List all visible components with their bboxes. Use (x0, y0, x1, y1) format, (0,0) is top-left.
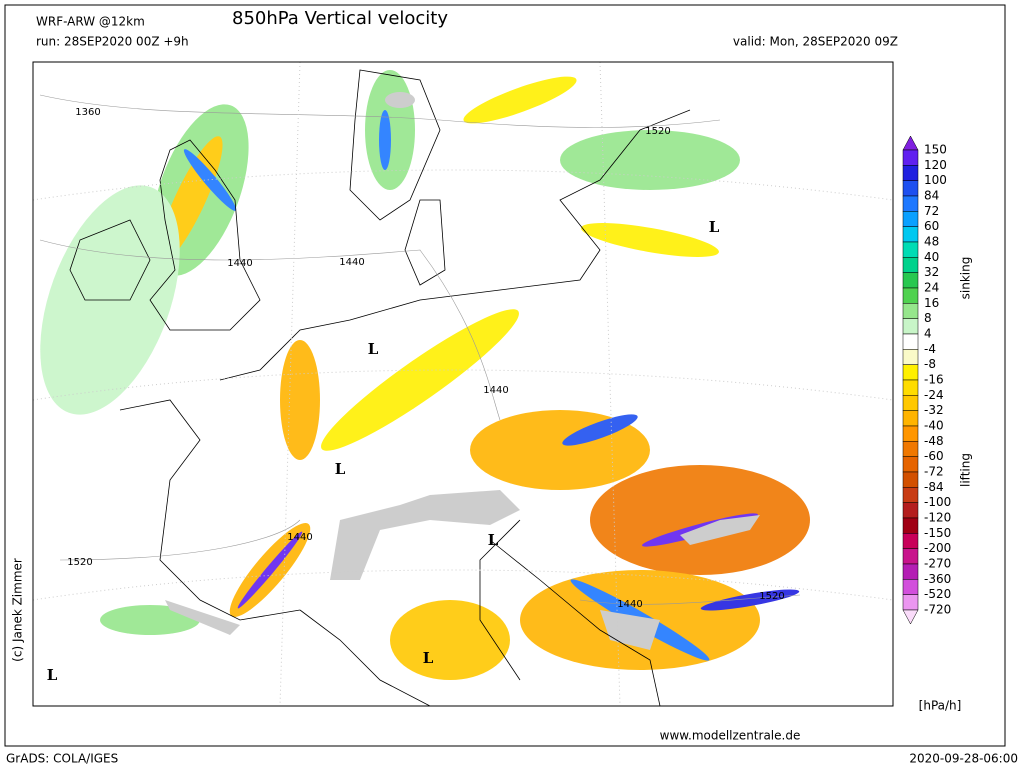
low-marker: L (488, 531, 499, 549)
low-marker: L (368, 340, 379, 358)
colorbar-swatch (902, 579, 919, 595)
copyright: (c) Janek Zimmer (11, 558, 25, 662)
colorbar-label: -100 (924, 495, 951, 509)
colorbar: 150120100847260484032241684-4-8-16-24-32… (902, 135, 951, 625)
colorbar-swatch (902, 287, 919, 304)
contour-label: 1440 (287, 532, 312, 543)
colorbar-label: -60 (924, 449, 944, 463)
colorbar-swatch (902, 487, 919, 503)
timestamp: 2020-09-28-06:00 (909, 752, 1018, 766)
colorbar-label: -520 (924, 587, 951, 601)
colorbar-label: 40 (924, 250, 939, 264)
colorbar-swatch (902, 395, 919, 411)
low-marker: L (47, 666, 58, 684)
colorbar-label: -150 (924, 526, 951, 540)
colorbar-label: 32 (924, 265, 939, 279)
colorbar-swatch (902, 533, 919, 549)
contour-label: 1440 (227, 258, 252, 269)
colorbar-label: 8 (924, 311, 932, 325)
sinking-label: sinking (959, 257, 973, 300)
colorbar-swatch (902, 303, 919, 319)
colorbar-label: -270 (924, 557, 951, 571)
contours (39, 94, 801, 605)
colorbar-swatch (902, 471, 919, 488)
colorbar-swatch (902, 548, 919, 565)
colorbar-label: 4 (924, 327, 932, 341)
colorbar-swatch (902, 456, 919, 473)
colorbar-label: 100 (924, 173, 947, 187)
colorbar-swatch (902, 226, 919, 243)
colorbar-label: -32 (924, 403, 944, 417)
colorbar-swatch (902, 180, 919, 197)
model-label: WRF-ARW @12km (36, 15, 145, 29)
colorbar-label: -360 (924, 572, 951, 586)
colorbar-swatch (902, 425, 919, 442)
contour-label: 1520 (645, 126, 670, 137)
colorbar-label: -720 (924, 603, 951, 617)
field (40, 70, 810, 680)
map-area: 1360 1440 1440 1520 1440 1440 1520 1440 1520 L L L L… (32, 61, 894, 707)
low-marker: L (709, 218, 720, 236)
colorbar-swatch (902, 594, 919, 611)
colorbar-swatch (902, 379, 919, 396)
contour-label: 1440 (617, 599, 642, 610)
map-labels: 1360 1440 1440 1520 1440 1440 1520 1440 1520 L L L L… (47, 107, 785, 684)
colorbar-swatch (902, 563, 919, 580)
colorbar-swatch (902, 441, 919, 457)
colorbar-swatch (902, 257, 919, 273)
colorbar-swatch (902, 517, 919, 534)
colorbar-label: -8 (924, 357, 936, 371)
colorbar-swatch (902, 349, 919, 365)
colorbar-label: 72 (924, 204, 939, 218)
colorbar-label: -4 (924, 342, 936, 356)
software: GrADS: COLA/IGES (6, 752, 118, 766)
colorbar-label: -72 (924, 465, 944, 479)
map-frame (32, 61, 894, 707)
colorbar-swatch (902, 149, 919, 166)
colorbar-label: -120 (924, 511, 951, 525)
colorbar-label: 60 (924, 219, 939, 233)
colorbar-swatch (902, 318, 919, 335)
valid-label: valid: Mon, 28SEP2020 09Z (733, 35, 898, 49)
contour-label: 1520 (67, 557, 92, 568)
website: www.modellzentrale.de (660, 729, 801, 743)
colorbar-swatch (902, 272, 919, 289)
colorbar-label: 48 (924, 235, 939, 249)
lifting-label: lifting (959, 453, 973, 487)
colorbar-label: -84 (924, 480, 944, 494)
contour-label: 1440 (483, 385, 508, 396)
colorbar-swatch (902, 165, 919, 181)
colorbar-label: -48 (924, 434, 944, 448)
colorbar-arrow (902, 609, 919, 625)
colorbar-label: -200 (924, 541, 951, 555)
colorbar-swatch (902, 410, 919, 427)
colorbar-label: 16 (924, 296, 939, 310)
colorbar-label: 84 (924, 189, 939, 203)
contour-label: 1440 (339, 257, 364, 268)
low-marker: L (335, 460, 346, 478)
unit-label: [hPa/h] (919, 699, 962, 713)
colorbar-label: -40 (924, 419, 944, 433)
colorbar-label: -24 (924, 388, 944, 402)
colorbar-swatch (902, 364, 919, 381)
graticule (32, 61, 894, 707)
colorbar-swatch (902, 502, 919, 519)
colorbar-label: 150 (924, 143, 947, 157)
colorbar-swatch (902, 333, 919, 350)
title: 850hPa Vertical velocity (232, 8, 448, 29)
colorbar-label: -16 (924, 373, 944, 387)
contour-label: 1520 (759, 591, 784, 602)
colorbar-label: 24 (924, 281, 939, 295)
low-marker: L (423, 649, 434, 667)
run-label: run: 28SEP2020 00Z +9h (36, 35, 189, 49)
colorbar-swatch (902, 241, 919, 258)
colorbar-label: 120 (924, 158, 947, 172)
colorbar-swatch (902, 195, 919, 212)
colorbar-swatch (902, 211, 919, 227)
contour-label: 1360 (75, 107, 100, 118)
coastlines (69, 69, 691, 706)
